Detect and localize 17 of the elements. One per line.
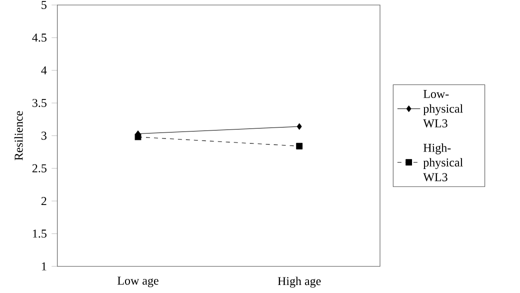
y-tick-label: 5 (42, 1, 46, 9)
y-tick-label: 4.5 (32, 34, 46, 42)
x-tick-label: High age (278, 276, 321, 288)
y-tick-label: 3 (42, 132, 46, 140)
y-axis-title: Resilience (14, 111, 23, 160)
y-tick-label: 1 (42, 262, 46, 270)
y-tick-label: 2 (41, 197, 46, 205)
y-tick-label: 3.5 (32, 98, 46, 108)
y-tick-label: 4 (41, 66, 47, 74)
point (296, 123, 302, 130)
y-tick-label: 1.5 (32, 230, 46, 238)
legend-label: High-physical WL3 (423, 143, 463, 182)
x-tick-label: Low age (118, 276, 158, 288)
point (134, 134, 142, 140)
y-tick-label: 2.5 (32, 164, 46, 172)
legend-label: Low-physical WL3 (423, 90, 463, 128)
point (296, 142, 303, 150)
